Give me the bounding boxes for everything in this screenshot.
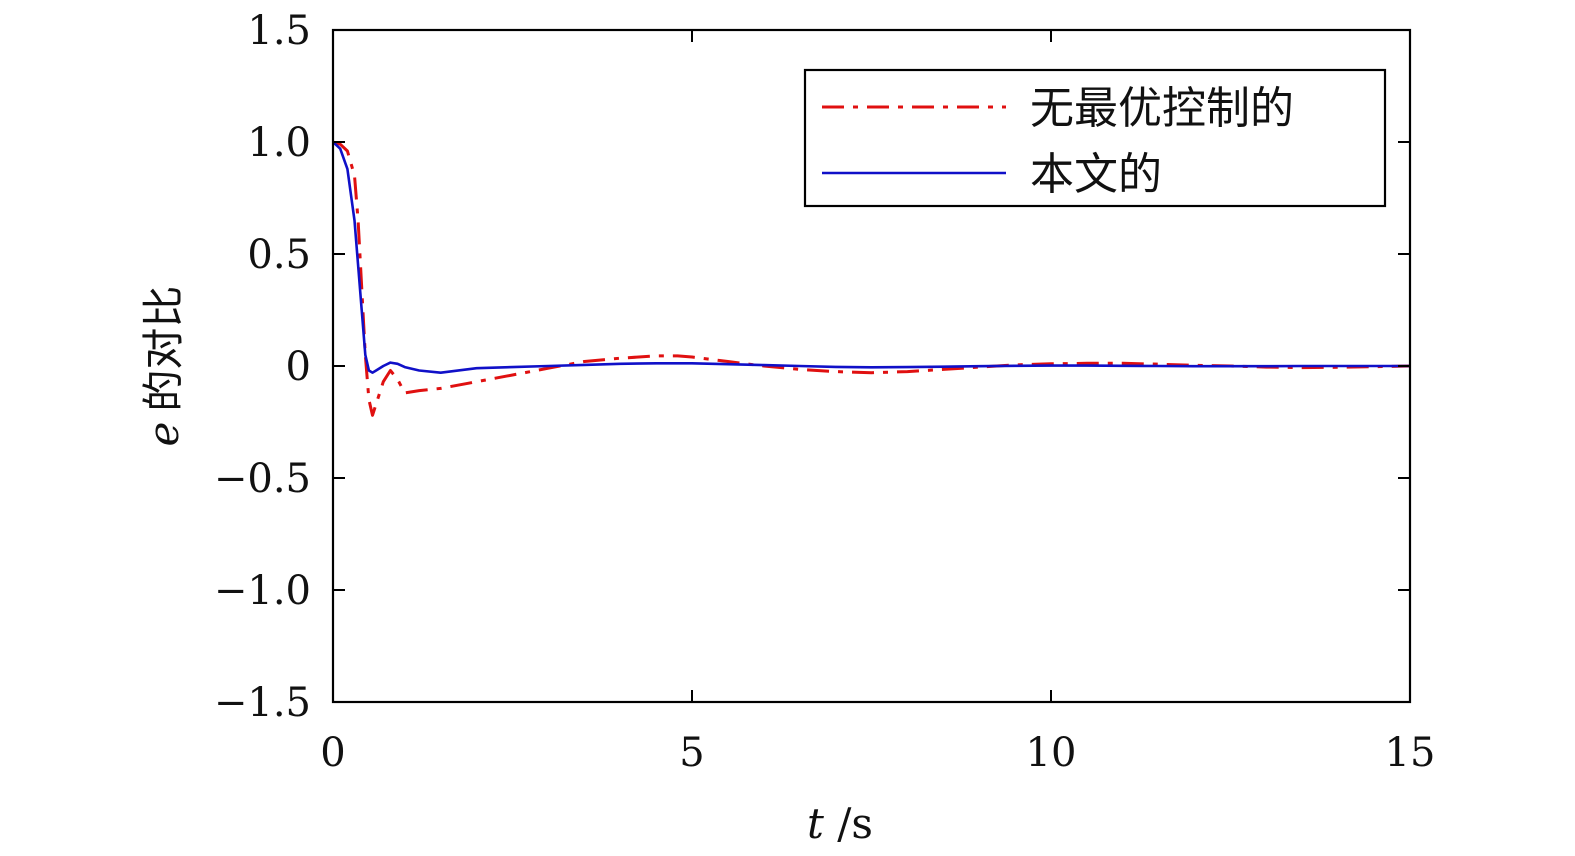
series-layer	[333, 140, 1410, 417]
y-tick-label: −1.5	[214, 680, 311, 726]
y-tick-label: −0.5	[214, 456, 311, 502]
series-line-2	[333, 141, 1410, 374]
legend-label-series-2: 本文的	[1030, 149, 1162, 200]
x-axis-label: t /s	[807, 799, 873, 848]
legend-box	[803, 68, 1387, 208]
y-axis-label: e的对比	[139, 286, 188, 447]
y-tick-label: 0.5	[247, 232, 311, 278]
ticks-layer: 0 5 10 15 −1.5 −1.0 −0.5 0 0.5 1.0 1.5	[214, 8, 1436, 776]
y-tick-label: 1.5	[247, 8, 311, 54]
y-tick-label: 0	[286, 344, 311, 390]
series-line-1	[333, 140, 1410, 417]
legend: 无最优控制的 本文的	[803, 68, 1387, 208]
x-tick-label: 15	[1385, 730, 1436, 776]
x-tick-label: 10	[1026, 730, 1077, 776]
y-tick-label: −1.0	[214, 568, 311, 614]
x-tick-label: 0	[320, 730, 345, 776]
x-tick-label: 5	[679, 730, 704, 776]
y-tick-label: 1.0	[247, 120, 311, 166]
legend-label-series-1: 无最优控制的	[1030, 83, 1294, 134]
